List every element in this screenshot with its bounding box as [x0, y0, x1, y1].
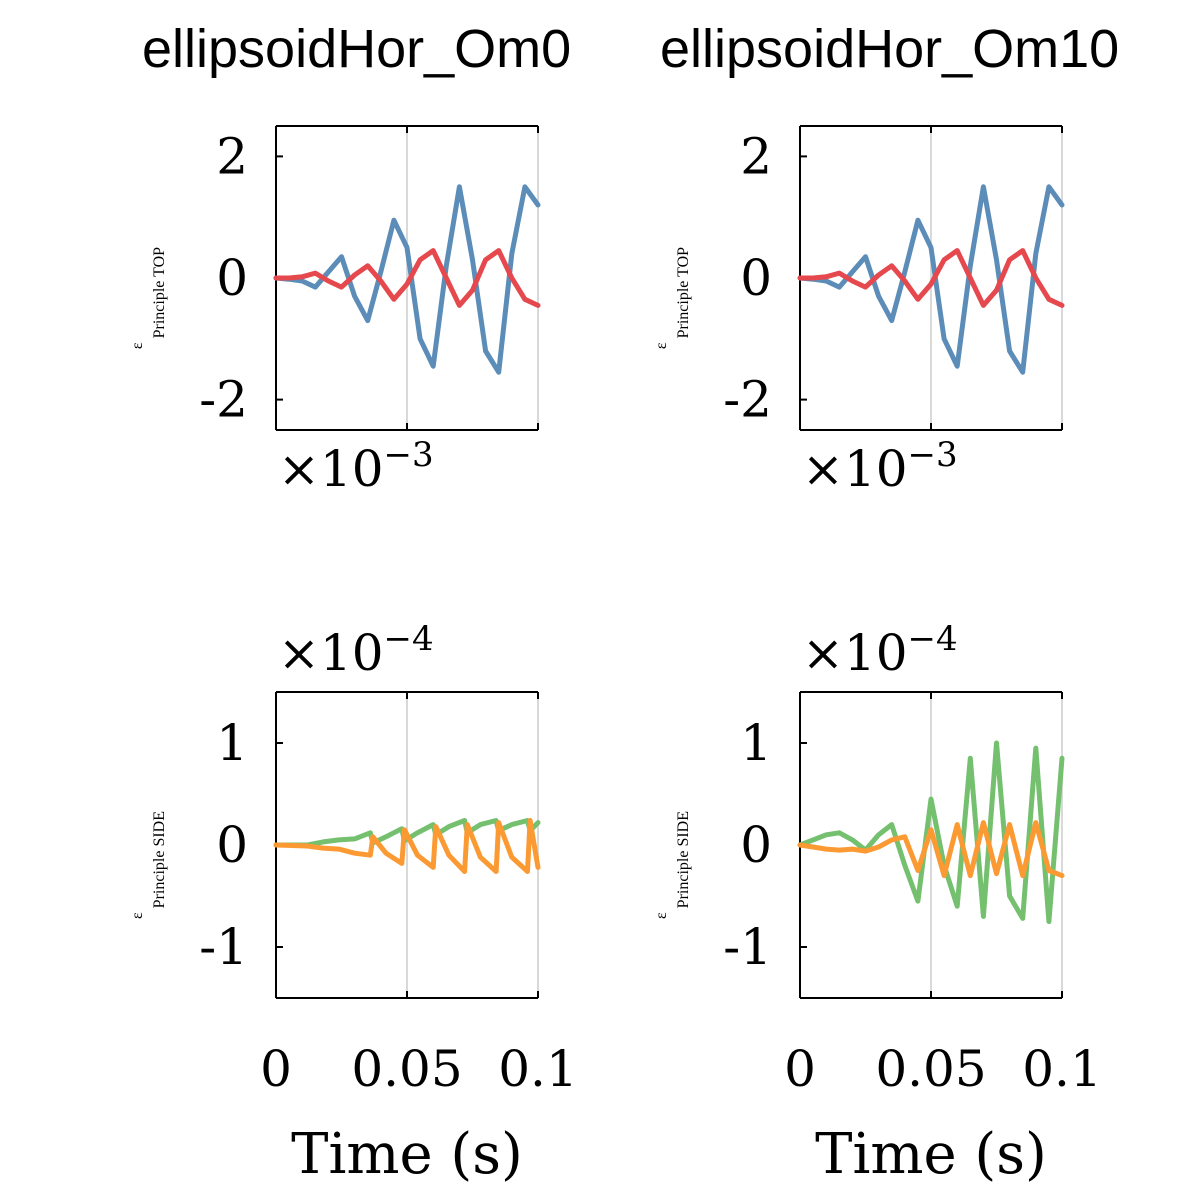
y-axis-label: εPrinciple TOP [653, 247, 692, 349]
y-tick-label: -2 [199, 371, 248, 429]
x-tick-label: 0.05 [875, 1040, 986, 1098]
y-multiplier: ×10−4 [278, 619, 434, 682]
y-axis-label: εPrinciple SIDE [653, 811, 692, 919]
y-multiplier: ×10−4 [802, 619, 958, 682]
y-tick-label: 1 [740, 714, 772, 772]
series-line-red [273, 248, 541, 308]
y-multiplier: ×10−3 [278, 435, 434, 498]
y-tick-label: 1 [216, 714, 248, 772]
y-tick-label: 0 [740, 816, 772, 874]
y-tick-label: 0 [216, 816, 248, 874]
x-tick-label: 0.05 [351, 1040, 462, 1098]
y-tick-label: 2 [216, 127, 248, 185]
y-tick-label: 2 [740, 127, 772, 185]
y-multiplier: ×10−3 [802, 435, 958, 498]
title-right: ellipsoidHor_Om10 [660, 19, 1120, 79]
series-line-orange [273, 818, 541, 874]
x-tick-label: 0 [784, 1040, 816, 1098]
y-tick-label: 0 [216, 249, 248, 307]
series-line-blue [797, 184, 1065, 375]
x-axis-label: Time (s) [291, 1122, 523, 1187]
y-tick-label: -1 [723, 918, 772, 976]
series-line-blue [273, 184, 541, 375]
x-tick-label: 0.1 [1022, 1040, 1102, 1098]
y-tick-label: -2 [723, 371, 772, 429]
y-tick-label: -1 [199, 918, 248, 976]
y-axis-label: εPrinciple SIDE [129, 811, 168, 919]
series-line-orange [797, 820, 1065, 879]
x-axis-label: Time (s) [815, 1122, 1047, 1187]
y-tick-label: 0 [740, 249, 772, 307]
x-tick-label: 0.1 [498, 1040, 578, 1098]
title-left: ellipsoidHor_Om0 [142, 19, 572, 79]
x-tick-label: 0 [260, 1040, 292, 1098]
series-line-green [797, 740, 1065, 924]
y-axis-label: εPrinciple TOP [129, 247, 168, 349]
series-line-red [797, 248, 1065, 308]
